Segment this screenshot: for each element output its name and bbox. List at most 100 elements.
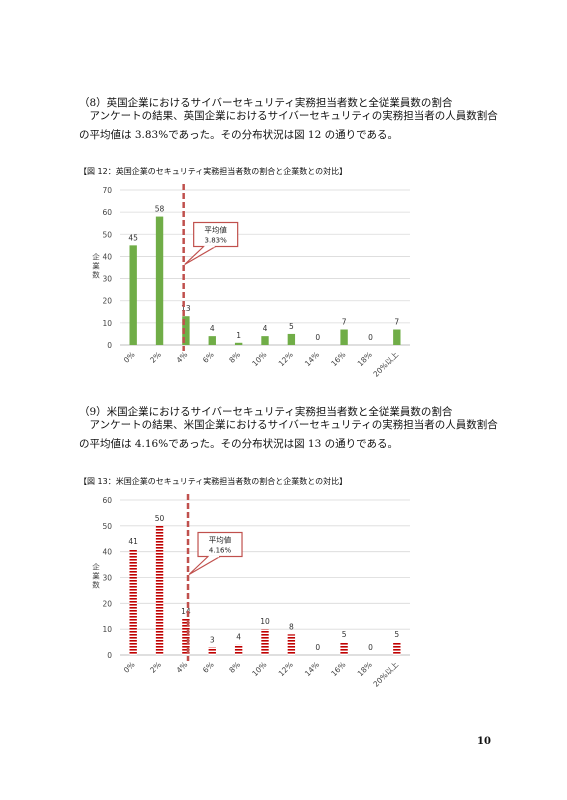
category-label: 10% (250, 350, 268, 368)
category-label: 8% (227, 660, 242, 675)
bar (182, 618, 190, 655)
bar (129, 549, 137, 655)
section8-line1: アンケートの結果、英国企業におけるサイバーセキュリティの実務担当者の人員数割合 (89, 110, 498, 122)
bar (393, 642, 401, 655)
figure12-caption: 【図 12：英国企業のセキュリティ実務担当者数の割合と企業数との対比】 (79, 167, 348, 176)
bar (208, 336, 216, 345)
category-label: 14% (303, 660, 321, 678)
mean-callout-value: 4.16% (209, 547, 232, 555)
y-tick-label: 20 (102, 297, 112, 306)
y-axis-label: 企業数 (92, 562, 100, 590)
section8-line2: の平均値は 3.83%であった。その分布状況は図 12 の通りである。 (79, 129, 399, 141)
bar (182, 316, 190, 345)
bar (208, 647, 216, 655)
section8-paragraph: アンケートの結果、英国企業におけるサイバーセキュリティの実務担当者の人員数割合 … (79, 107, 499, 145)
data-label: 41 (128, 537, 138, 546)
category-label: 20%以上 (371, 660, 400, 689)
category-label: 6% (201, 350, 216, 365)
bar (340, 329, 348, 345)
figure13-caption: 【図 13：米国企業のセキュリティ実務担当者数の割合と企業数との対比】 (79, 477, 348, 486)
y-tick-label: 10 (102, 319, 112, 328)
mean-callout-label: 平均値 (204, 225, 227, 235)
mean-callout-value: 3.83% (205, 237, 228, 245)
data-label: 0 (315, 643, 320, 652)
category-label: 2% (148, 660, 163, 675)
bar (234, 342, 243, 345)
y-tick-label: 0 (107, 341, 112, 350)
figure12-svg: 010203040506070企業数450%582%134%46%18%410%… (92, 184, 410, 379)
category-label: 4% (175, 660, 190, 675)
data-label: 5 (394, 630, 399, 639)
y-tick-label: 50 (102, 522, 112, 531)
y-tick-label: 60 (102, 496, 112, 505)
mean-callout-pointer (188, 555, 221, 576)
mean-callout-label: 平均値 (209, 535, 232, 545)
data-label: 10 (260, 617, 270, 626)
y-tick-label: 10 (102, 625, 112, 634)
data-label: 5 (289, 322, 294, 331)
data-label: 0 (368, 643, 373, 652)
data-label: 45 (128, 233, 138, 242)
category-label: 10% (250, 660, 268, 678)
section8-heading: （8）英国企業におけるサイバーセキュリティ実務担当者数と全従業員数の割合 (79, 97, 453, 109)
bar (287, 634, 296, 655)
category-label: 6% (201, 660, 216, 675)
data-label: 1 (236, 331, 241, 340)
figure13-chart: 0 10 20 30 40 50 60 企業数 41 0% 50 2% 14 4% 3 6% 4 8% 10 10% 8… (80, 490, 420, 700)
bar (129, 245, 137, 345)
data-label: 13 (181, 304, 191, 313)
bar (261, 336, 269, 345)
category-label: 18% (356, 350, 374, 368)
mean-callout-box (197, 531, 243, 558)
category-label: 0% (122, 660, 137, 675)
data-label: 8 (289, 622, 294, 631)
bar (261, 629, 269, 655)
y-tick-label: 70 (102, 186, 112, 195)
data-label: 50 (155, 514, 165, 523)
figure12-chart: 0 10 20 30 40 50 60 70 企業数 45 0% 58 2% 13 4% 4 6% 1 8% 4 10%… (80, 180, 420, 390)
category-label: 14% (303, 350, 321, 368)
data-label: 4 (263, 324, 268, 333)
category-label: 4% (175, 350, 190, 365)
section9-line2: の平均値は 4.16%であった。その分布状況は図 13 の通りである。 (79, 438, 399, 450)
category-label: 0% (122, 350, 137, 365)
bar (155, 525, 164, 655)
y-tick-label: 20 (102, 599, 112, 608)
page-number: 10 (477, 736, 491, 747)
section9-line1: アンケートの結果、米国企業におけるサイバーセキュリティの実務担当者の人員数割合 (89, 419, 498, 431)
bar (393, 329, 401, 345)
y-axis-label: 企業数 (92, 252, 100, 280)
data-label: 0 (315, 333, 320, 342)
y-tick-label: 40 (102, 548, 112, 557)
data-label: 0 (368, 333, 373, 342)
category-label: 8% (227, 350, 242, 365)
data-label: 5 (342, 630, 347, 639)
y-tick-label: 60 (102, 208, 112, 217)
y-tick-label: 30 (102, 574, 112, 583)
data-label: 4 (210, 324, 215, 333)
bar (234, 644, 243, 655)
bar (287, 333, 296, 345)
category-label: 2% (148, 350, 163, 365)
data-label: 14 (181, 607, 191, 616)
category-label: 16% (329, 660, 347, 678)
category-label: 16% (329, 350, 347, 368)
figure13-svg: 0102030405060企業数410%502%144%36%48%1010%8… (92, 494, 410, 689)
data-label: 3 (210, 635, 215, 644)
mean-callout-pointer (184, 245, 216, 266)
bar (155, 216, 164, 345)
section9-paragraph: アンケートの結果、米国企業におけるサイバーセキュリティの実務担当者の人員数割合 … (79, 416, 499, 454)
category-label: 12% (277, 350, 295, 368)
category-label: 20%以上 (371, 350, 400, 379)
y-tick-label: 30 (102, 275, 112, 284)
category-label: 12% (277, 660, 295, 678)
data-label: 4 (236, 633, 241, 642)
y-tick-label: 40 (102, 252, 112, 261)
y-tick-label: 0 (107, 651, 112, 660)
section9-heading: （9）米国企業におけるサイバーセキュリティ実務担当者数と全従業員数の割合 (79, 406, 453, 418)
data-label: 7 (394, 318, 399, 327)
data-label: 7 (342, 318, 347, 327)
bar (340, 642, 348, 655)
y-tick-label: 50 (102, 230, 112, 239)
data-label: 58 (155, 205, 165, 214)
